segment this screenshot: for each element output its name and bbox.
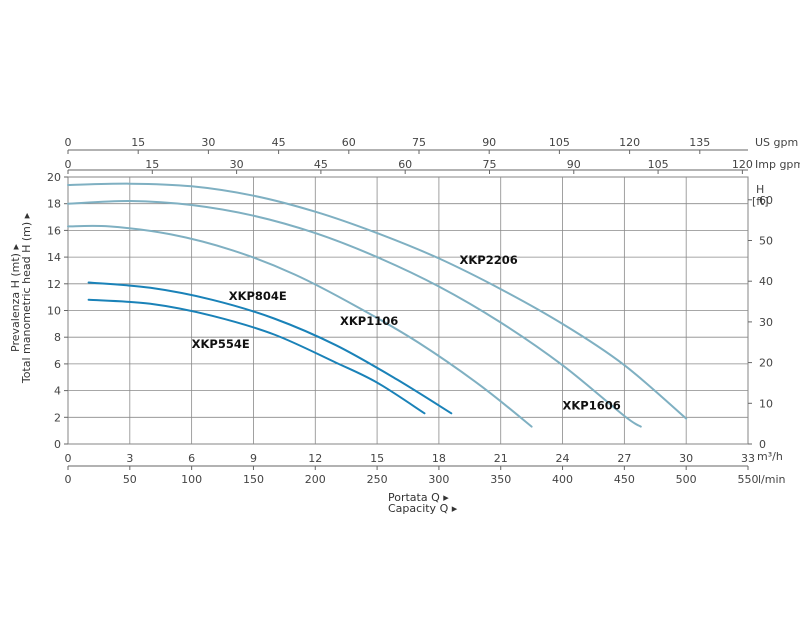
grid-layer [64, 149, 752, 470]
y-tick-label-right: 20 [759, 357, 773, 370]
m3h-tick-label: 6 [188, 452, 195, 465]
curve-label-xkp1606: XKP1606 [563, 398, 621, 412]
curve-label-xkp804e: XKP804E [229, 289, 287, 303]
y-tick-label-left: 4 [54, 385, 61, 398]
y-tick-label-left: 6 [54, 358, 61, 371]
y-tick-label-right: 50 [759, 234, 773, 247]
us-gpm-tick-label: 90 [482, 136, 496, 149]
lmin-tick-label: 150 [243, 473, 264, 486]
curve-xkp1606 [67, 199, 642, 428]
us-gpm-tick-label: 105 [549, 136, 570, 149]
curve-label-xkp1106: XKP1106 [340, 314, 398, 328]
us-gpm-tick-label: 45 [272, 136, 286, 149]
curve-label-xkp554e: XKP554E [192, 337, 250, 351]
us-gpm-tick-label: 60 [342, 136, 356, 149]
x-axis-title-line-1: Portata Q ▸ [388, 491, 449, 504]
y-axis-title-line-2: Total manometric head H (m) ▸ [20, 212, 33, 384]
lmin-tick-label: 100 [181, 473, 202, 486]
us-gpm-tick-label: 0 [65, 136, 72, 149]
curve-xkp554e [87, 298, 426, 415]
lmin-tick-label: 500 [676, 473, 697, 486]
lmin-tick-label: 300 [428, 473, 449, 486]
m3h-tick-label: 30 [679, 452, 693, 465]
lmin-tick-label: 0 [65, 473, 72, 486]
y-tick-label-right: 10 [759, 397, 773, 410]
imp-gpm-tick-label: 75 [482, 158, 496, 171]
imp-gpm-tick-label: 0 [65, 158, 72, 171]
imp-gpm-tick-label: 105 [648, 158, 669, 171]
lmin-tick-label: 550 [738, 473, 759, 486]
imp-gpm-tick-label: 120 [732, 158, 753, 171]
lmin-unit-label: l/min [758, 473, 786, 486]
lmin-tick-label: 250 [367, 473, 388, 486]
y-tick-label-right: 40 [759, 275, 773, 288]
imp-gpm-unit-label: Imp gpm [755, 158, 800, 171]
curve-label-xkp2206: XKP2206 [460, 253, 518, 267]
m3h-tick-label: 3 [126, 452, 133, 465]
us-gpm-tick-label: 30 [201, 136, 215, 149]
curve-xkp804e [87, 281, 453, 415]
curve-xkp1106 [67, 224, 533, 428]
curve-xkp2206 [67, 182, 688, 420]
y-tick-label-left: 16 [47, 224, 61, 237]
right-axis-unit-h: H [756, 183, 764, 196]
us-gpm-tick-label: 135 [689, 136, 710, 149]
y-tick-label-right: 0 [759, 438, 766, 451]
lmin-tick-label: 450 [614, 473, 635, 486]
us-gpm-tick-label: 75 [412, 136, 426, 149]
imp-gpm-tick-label: 45 [314, 158, 328, 171]
y-tick-label-left: 12 [47, 278, 61, 291]
lmin-tick-label: 350 [490, 473, 511, 486]
y-tick-label-left: 18 [47, 198, 61, 211]
m3h-tick-label: 24 [556, 452, 570, 465]
y-tick-label-right: 30 [759, 316, 773, 329]
y-axis-title: Prevalenza H (mt) ▸ Total manometric hea… [9, 212, 33, 384]
m3h-tick-label: 0 [65, 452, 72, 465]
imp-gpm-tick-label: 15 [145, 158, 159, 171]
m3h-tick-label: 33 [741, 452, 755, 465]
right-axis-unit-ft: [ft] [752, 195, 769, 208]
us-gpm-tick-label: 15 [131, 136, 145, 149]
y-tick-label-left: 2 [54, 411, 61, 424]
m3h-tick-label: 15 [370, 452, 384, 465]
lmin-tick-label: 50 [123, 473, 137, 486]
lmin-tick-label: 400 [552, 473, 573, 486]
m3h-tick-label: 18 [432, 452, 446, 465]
y-axis-title-line-1: Prevalenza H (mt) ▸ [9, 244, 22, 352]
m3h-tick-label: 9 [250, 452, 257, 465]
us-gpm-tick-label: 120 [619, 136, 640, 149]
us-gpm-unit-label: US gpm [755, 136, 798, 149]
x-axis-title-line-2: Capacity Q ▸ [388, 502, 458, 515]
m3h-tick-label: 21 [494, 452, 508, 465]
y-tick-label-right: 60 [759, 194, 773, 207]
m3h-tick-label: 12 [308, 452, 322, 465]
y-tick-label-left: 0 [54, 438, 61, 451]
series-layer [67, 182, 688, 428]
m3h-unit-label: m³/h [757, 450, 783, 463]
imp-gpm-tick-label: 30 [230, 158, 244, 171]
y-tick-label-left: 20 [47, 171, 61, 184]
y-tick-label-left: 8 [54, 331, 61, 344]
y-tick-label-left: 10 [47, 305, 61, 318]
imp-gpm-tick-label: 60 [398, 158, 412, 171]
lmin-tick-label: 200 [305, 473, 326, 486]
imp-gpm-tick-label: 90 [567, 158, 581, 171]
m3h-tick-label: 27 [617, 452, 631, 465]
y-tick-label-left: 14 [47, 251, 61, 264]
